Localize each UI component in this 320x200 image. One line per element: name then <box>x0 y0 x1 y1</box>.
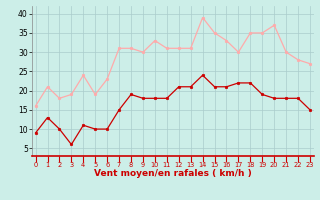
X-axis label: Vent moyen/en rafales ( km/h ): Vent moyen/en rafales ( km/h ) <box>94 169 252 178</box>
